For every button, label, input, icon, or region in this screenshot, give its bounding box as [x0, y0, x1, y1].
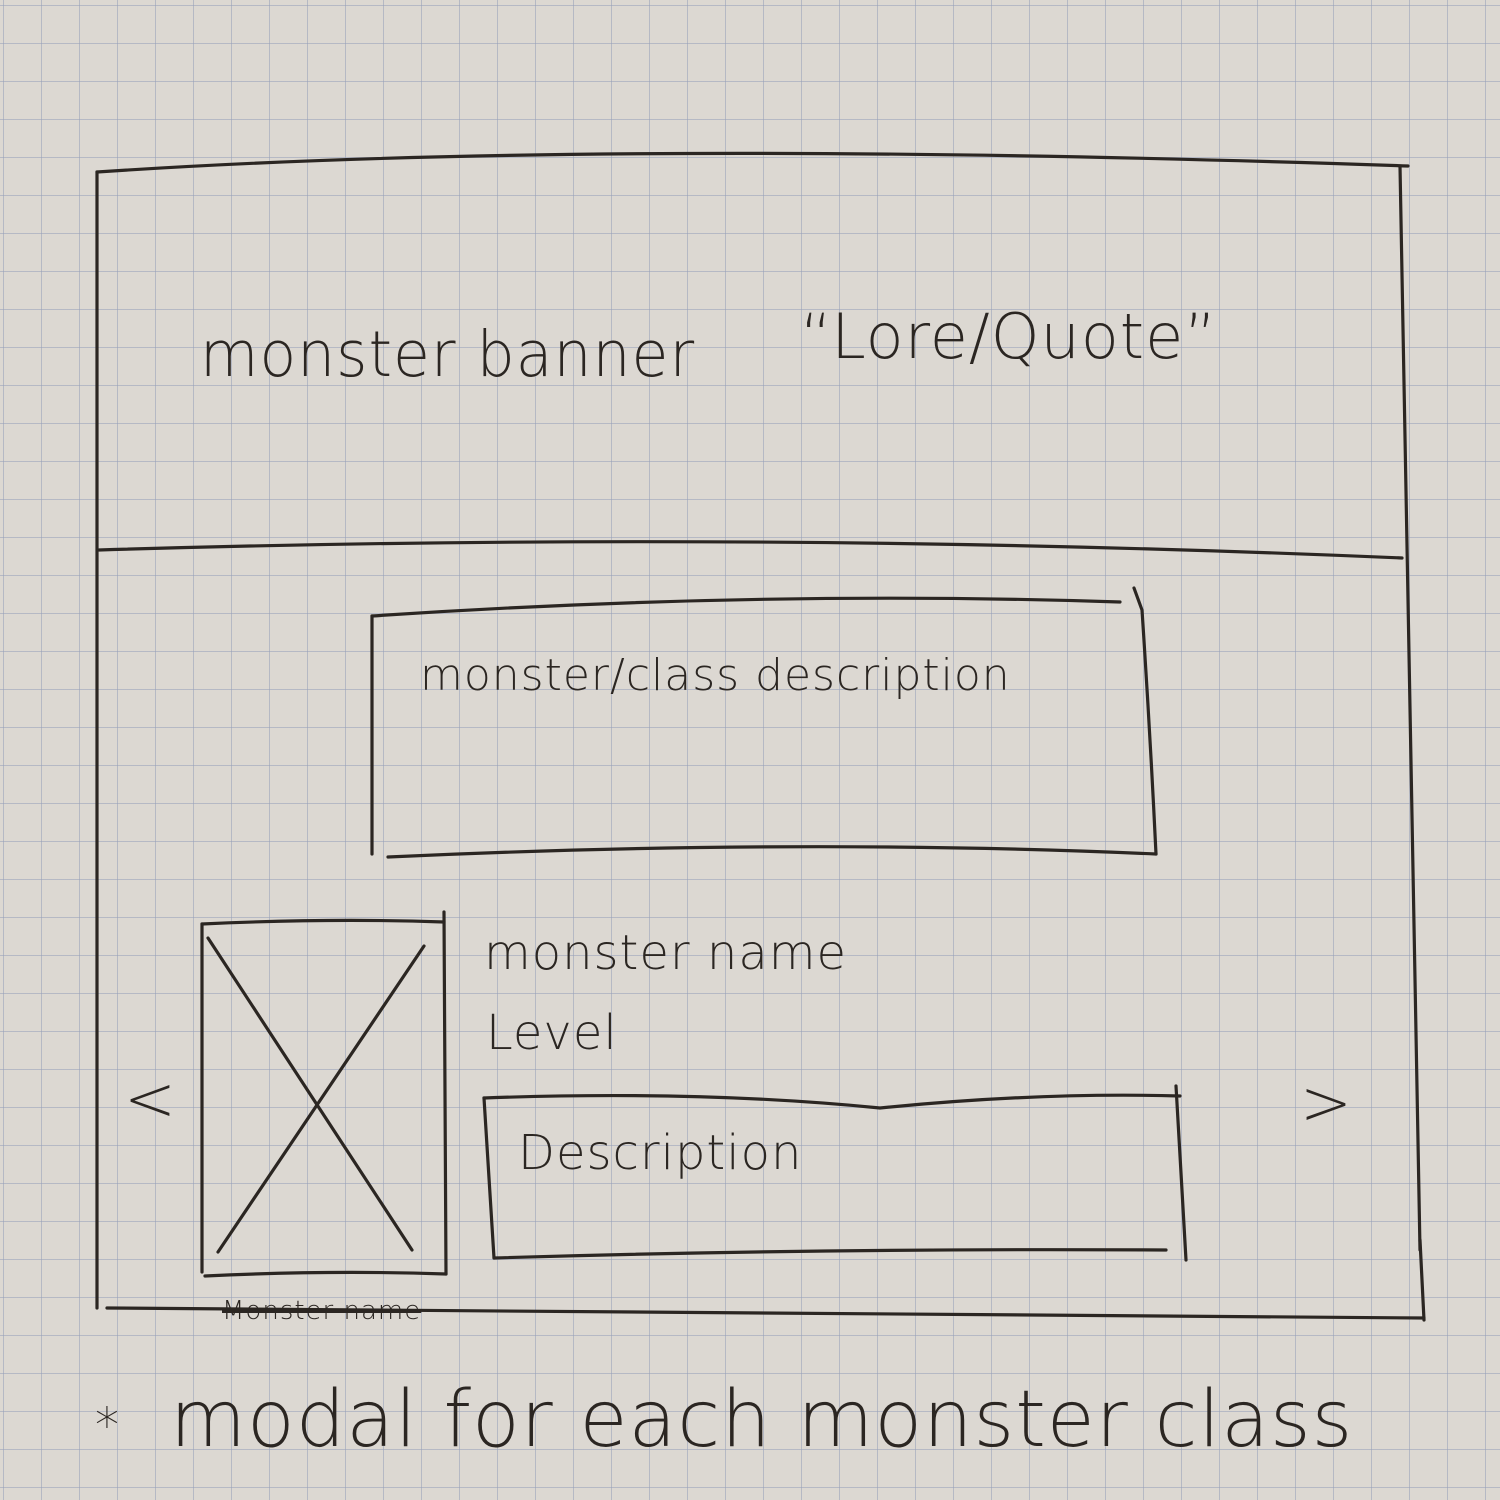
carousel-next-button[interactable]: >	[1300, 1066, 1352, 1139]
image-caption-struck: Monster name	[222, 1296, 422, 1326]
banner-divider	[97, 540, 1404, 560]
banner-label: monster banner	[200, 318, 696, 392]
modal-frame	[95, 151, 1426, 1322]
level-label: Level	[486, 1005, 618, 1061]
monster-description-box	[482, 1084, 1188, 1262]
image-placeholder-icon	[200, 910, 448, 1278]
footnote: modal for each monster class	[170, 1375, 1354, 1465]
class-description-box	[370, 586, 1158, 859]
lore-quote: “Lore/Quote”	[800, 300, 1218, 373]
asterisk-icon: *	[95, 1398, 120, 1454]
monster-name-label: monster name	[484, 925, 848, 981]
class-description-label: monster/class description	[420, 650, 1011, 701]
description-label: Description	[518, 1125, 803, 1181]
carousel-prev-button[interactable]: <	[124, 1062, 176, 1135]
